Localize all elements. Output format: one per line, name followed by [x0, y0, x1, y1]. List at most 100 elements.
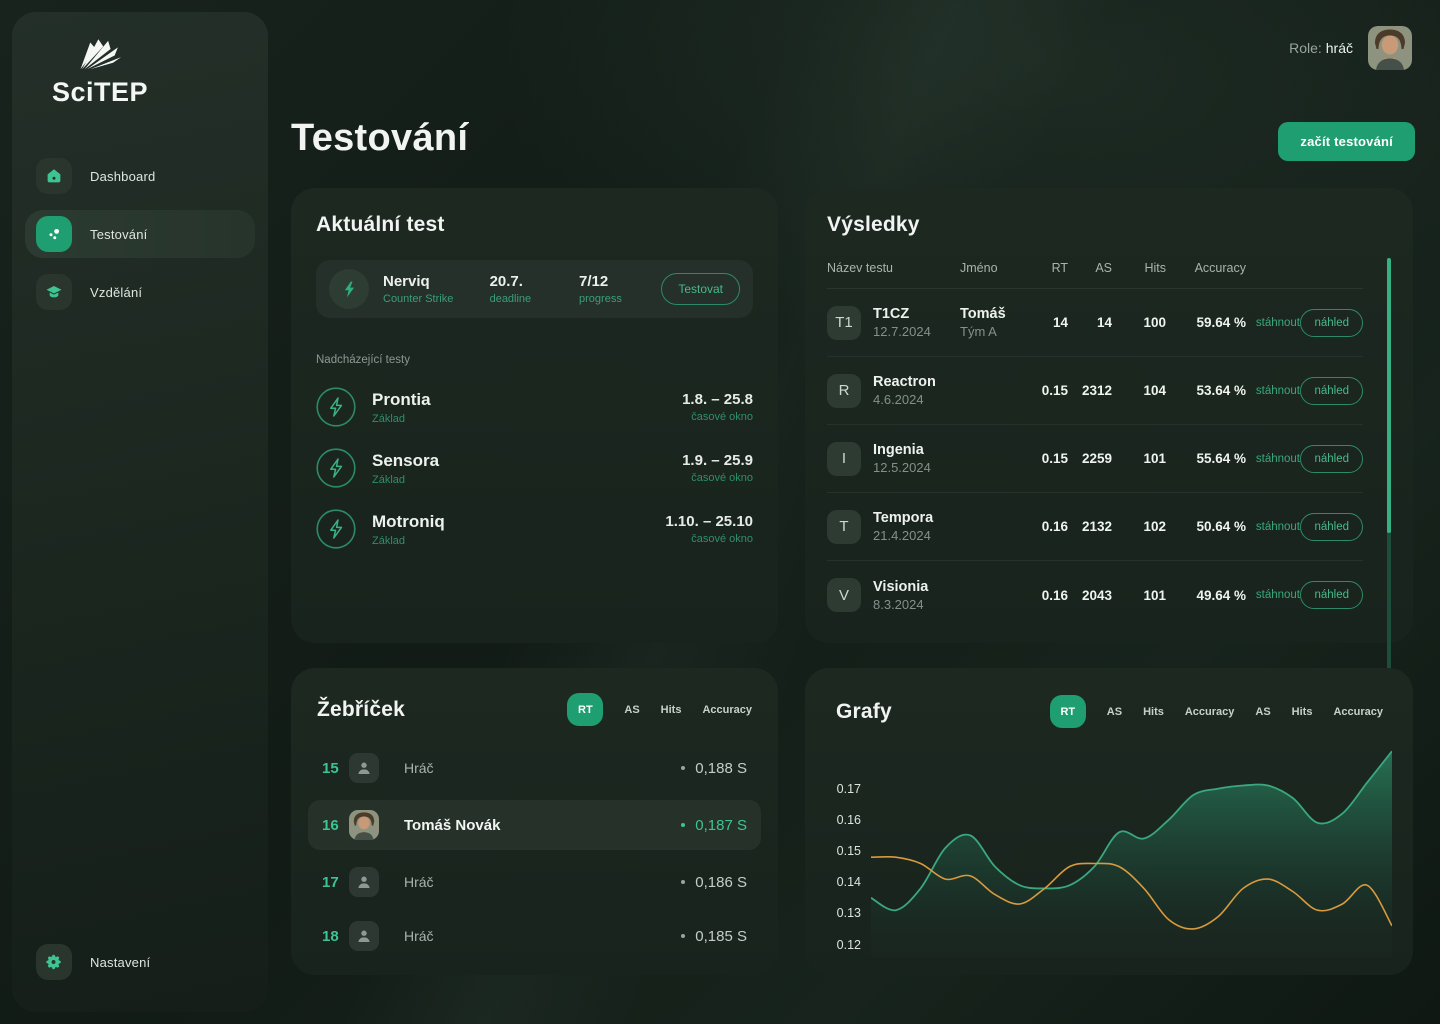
- rt-value: 0.16: [1041, 519, 1068, 534]
- charts-tab-hits-5[interactable]: Hits: [1291, 705, 1313, 718]
- logo: SciTEP: [12, 12, 268, 108]
- role-label: Role:: [1289, 40, 1322, 56]
- table-row: I Ingenia 12.5.2024 0.15 2259 101 55.64 % stáhn…: [827, 425, 1363, 493]
- test-date: 8.3.2024: [873, 596, 924, 612]
- hits-value: 101: [1143, 451, 1166, 466]
- value-text: 0,186 S: [695, 873, 747, 891]
- upcoming-test-info: Sensora Základ: [372, 451, 439, 486]
- test-date: 4.6.2024: [873, 392, 924, 407]
- bullet-dot: [681, 934, 686, 938]
- accuracy-value: 59.64 %: [1196, 315, 1246, 330]
- as-value: 2043: [1081, 587, 1112, 603]
- leaderboard-row[interactable]: 16 Tomáš Novák 0,187 S: [308, 800, 761, 850]
- current-test-progress-col: 7/12 progress: [579, 273, 661, 305]
- charts-tab-as-1[interactable]: AS: [1106, 705, 1123, 718]
- role-text: Role: hráč: [1289, 40, 1353, 56]
- rt-value: 0.15: [1041, 383, 1068, 398]
- hits-value: 102: [1143, 519, 1166, 534]
- upcoming-test-name: Sensora: [372, 450, 440, 470]
- accuracy-value: 49.64 %: [1196, 587, 1246, 603]
- y-tick-label: 0.15: [836, 844, 861, 858]
- current-test-deadline-col: 20.7. deadline: [490, 273, 565, 305]
- preview-button[interactable]: náhled: [1300, 444, 1363, 473]
- graduation-cap-icon: [36, 274, 72, 310]
- upcoming-test-info: Prontia Základ: [372, 390, 431, 425]
- hits-value: 104: [1143, 383, 1166, 398]
- charts-tab-hits-2[interactable]: Hits: [1143, 705, 1164, 718]
- scrollbar-thumb[interactable]: [1387, 258, 1391, 533]
- card-title: Žebříček: [317, 697, 405, 721]
- leaderboard-tab-hits-2[interactable]: Hits: [660, 703, 682, 716]
- leaderboard-rows: 15 Hráč 0,188 S 16 Tomáš Novák 0,187 S 17 Hráč 0…: [308, 746, 761, 958]
- progress-value: 7/12: [579, 273, 609, 290]
- sidebar-item-label: Nastavení: [90, 954, 151, 970]
- deadline-value: 20.7.: [489, 273, 523, 290]
- test-avatar: I: [827, 441, 861, 476]
- charts-tab-as-4[interactable]: AS: [1255, 705, 1271, 718]
- preview-button[interactable]: náhled: [1300, 512, 1363, 541]
- test-name-text: Visionia 8.3.2024: [873, 579, 928, 612]
- sidebar-item-vzdelani[interactable]: Vzdělání: [25, 268, 255, 316]
- accuracy-value: 55.64 %: [1196, 451, 1246, 466]
- charts-tabs: RT AS Hits Accuracy AS Hits Accuracy: [1049, 695, 1383, 728]
- leaderboard-row[interactable]: 18 Hráč 0,185 S: [308, 914, 761, 958]
- table-row: R Reactron 4.6.2024 0.15 2312 104 53.64 % stáhn…: [827, 357, 1363, 425]
- leaderboard-tab-as-1[interactable]: AS: [624, 703, 640, 716]
- test-name: Visionia: [873, 578, 929, 595]
- role-value: hráč: [1325, 40, 1353, 56]
- dots-icon: [36, 216, 72, 252]
- results-scrollbar[interactable]: [1387, 258, 1391, 808]
- lightning-outline-icon: [316, 448, 356, 488]
- line-series-orange: [871, 855, 1392, 930]
- table-row: T1 T1CZ 12.7.2024 Tomáš Tým A 14 14 100 59.64 % s…: [827, 289, 1363, 357]
- upcoming-test-level: Základ: [372, 534, 406, 547]
- download-link[interactable]: stáhnout: [1246, 317, 1300, 329]
- leaderboard-row[interactable]: 15 Hráč 0,188 S: [308, 746, 761, 790]
- test-date: 21.4.2024: [873, 528, 931, 543]
- charts-tab-rt-0[interactable]: RT: [1049, 695, 1086, 728]
- preview-button[interactable]: náhled: [1300, 376, 1363, 405]
- test-name: Ingenia: [873, 442, 924, 458]
- table-row: V Visionia 8.3.2024 0.16 2043 101 49.64 % stáhn…: [827, 561, 1363, 629]
- current-test-subtitle: Counter Strike: [383, 293, 454, 305]
- chart-y-axis: 0.17 0.16 0.15 0.14 0.13 0.12: [827, 745, 861, 957]
- testovat-button[interactable]: Testovat: [661, 273, 741, 305]
- card-title: Výsledky: [827, 213, 920, 236]
- download-link[interactable]: stáhnout: [1246, 453, 1300, 465]
- download-link[interactable]: stáhnout: [1246, 521, 1300, 533]
- player-team: Tým A: [960, 324, 997, 339]
- avatar[interactable]: [1368, 26, 1412, 70]
- progress-label: progress: [579, 293, 622, 305]
- player-name: Hráč: [404, 760, 434, 776]
- as-value: 2259: [1081, 451, 1112, 466]
- as-value: 2132: [1081, 519, 1112, 534]
- leaderboard-tabs: RT AS Hits Accuracy: [567, 693, 752, 726]
- preview-button[interactable]: náhled: [1300, 308, 1363, 337]
- leaderboard-row[interactable]: 17 Hráč 0,186 S: [308, 860, 761, 904]
- sidebar-item-testovani[interactable]: Testování: [25, 210, 255, 258]
- bullet-dot: [681, 880, 686, 884]
- charts-tab-accuracy-6[interactable]: Accuracy: [1333, 705, 1383, 718]
- accuracy-value: 53.64 %: [1196, 383, 1246, 398]
- preview-button[interactable]: náhled: [1300, 581, 1363, 609]
- leaderboard-tab-rt-0[interactable]: RT: [567, 693, 604, 726]
- bullet-dot: [681, 766, 686, 770]
- start-testing-button[interactable]: začít testování: [1278, 122, 1415, 161]
- leaderboard-tab-accuracy-3[interactable]: Accuracy: [702, 703, 752, 716]
- download-link[interactable]: stáhnout: [1246, 385, 1300, 397]
- column-header: AS: [1095, 261, 1112, 275]
- upcoming-test-window: 1.8. – 25.8 časové okno: [682, 391, 753, 423]
- sidebar: SciTEP Dashboard Testování Vzdělání: [12, 12, 268, 1012]
- charts-tab-accuracy-3[interactable]: Accuracy: [1184, 705, 1235, 718]
- test-name: T1CZ: [873, 306, 910, 322]
- sidebar-item-nastaveni[interactable]: Nastavení: [25, 938, 255, 986]
- y-tick-label: 0.17: [836, 781, 861, 796]
- sidebar-item-dashboard[interactable]: Dashboard: [25, 152, 255, 200]
- page-title: Testování: [291, 117, 469, 159]
- results-table-header: Název testu Jméno RT AS Hits Accuracy: [827, 261, 1363, 289]
- download-link[interactable]: stáhnout: [1246, 589, 1300, 601]
- upcoming-test-name: Motroniq: [372, 511, 445, 531]
- column-header: Hits: [1144, 261, 1166, 275]
- column-header: Accuracy: [1194, 261, 1246, 275]
- upcoming-tests-list: Prontia Základ 1.8. – 25.8 časové okno Senso…: [316, 387, 753, 549]
